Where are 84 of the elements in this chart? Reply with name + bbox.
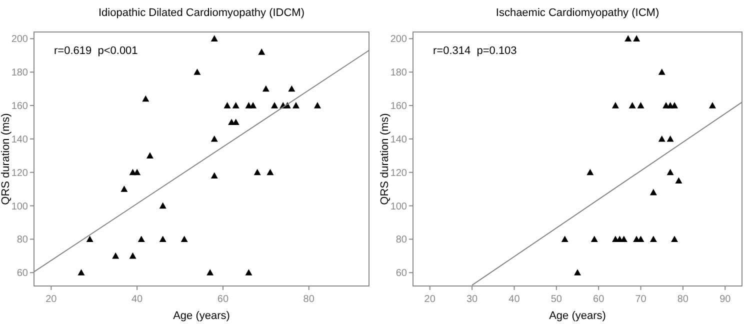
y-tick-label: 140 bbox=[11, 134, 28, 146]
point bbox=[628, 102, 636, 108]
point bbox=[210, 135, 218, 142]
x-tick-label: 60 bbox=[217, 294, 229, 305]
point bbox=[262, 85, 270, 92]
point bbox=[120, 186, 128, 192]
point bbox=[129, 252, 136, 259]
y-axis-title: QRS duration (ms) bbox=[379, 113, 391, 205]
annotation: r=0.619 p<0.001 bbox=[54, 45, 138, 57]
point bbox=[224, 102, 231, 108]
point bbox=[675, 177, 682, 184]
y-tick-label: 100 bbox=[11, 201, 28, 212]
point bbox=[159, 202, 166, 209]
point bbox=[142, 95, 150, 102]
point bbox=[708, 102, 716, 108]
point bbox=[574, 269, 581, 276]
x-tick-label: 60 bbox=[593, 294, 605, 305]
point bbox=[658, 135, 666, 142]
point bbox=[314, 102, 321, 108]
point bbox=[288, 85, 296, 92]
x-tick-label: 20 bbox=[46, 294, 58, 305]
y-tick-label: 120 bbox=[11, 168, 28, 179]
point bbox=[258, 48, 266, 55]
point bbox=[210, 172, 218, 179]
point bbox=[650, 188, 657, 196]
y-tick-label: 160 bbox=[11, 101, 28, 112]
x-tick-label: 30 bbox=[466, 294, 478, 305]
point bbox=[671, 236, 678, 242]
x-tick-label: 50 bbox=[550, 294, 562, 305]
y-axis-title: QRS duration (ms) bbox=[0, 113, 12, 205]
point bbox=[590, 236, 598, 242]
point bbox=[194, 68, 201, 75]
point bbox=[206, 269, 214, 276]
y-tick-label: 160 bbox=[390, 101, 408, 112]
y-tick-label: 100 bbox=[390, 201, 408, 212]
y-tick-label: 200 bbox=[390, 34, 408, 46]
point bbox=[232, 102, 240, 108]
point bbox=[633, 35, 640, 42]
point bbox=[271, 102, 278, 108]
point bbox=[624, 35, 632, 42]
point bbox=[159, 236, 166, 242]
point bbox=[134, 168, 141, 176]
point bbox=[250, 102, 257, 108]
chart-title: Idiopathic Dilated Cardiomyopathy (IDCM) bbox=[98, 7, 305, 19]
x-tick-label: 80 bbox=[677, 294, 689, 305]
x-tick-label: 80 bbox=[303, 294, 315, 305]
point bbox=[146, 152, 154, 158]
point bbox=[561, 236, 568, 242]
y-tick-label: 60 bbox=[396, 268, 408, 280]
y-tick-label: 180 bbox=[390, 68, 408, 79]
y-tick-label: 200 bbox=[11, 34, 28, 46]
y-tick-label: 120 bbox=[390, 168, 408, 179]
point bbox=[292, 102, 300, 108]
point bbox=[612, 102, 619, 108]
x-axis-title: Age (years) bbox=[173, 310, 230, 322]
x-tick-label: 70 bbox=[635, 294, 647, 305]
x-axis-title: Age (years) bbox=[549, 310, 606, 322]
point bbox=[637, 102, 644, 108]
point bbox=[266, 168, 274, 176]
point bbox=[138, 236, 145, 242]
y-tick-label: 180 bbox=[11, 68, 28, 79]
point bbox=[210, 35, 218, 42]
point bbox=[180, 236, 188, 242]
x-tick-label: 40 bbox=[508, 294, 520, 305]
point bbox=[586, 168, 594, 176]
point bbox=[671, 102, 678, 108]
point bbox=[86, 236, 94, 242]
point bbox=[658, 68, 666, 75]
annotation: r=0.314 p=0.103 bbox=[433, 45, 517, 57]
x-tick-label: 20 bbox=[424, 294, 436, 305]
point bbox=[650, 236, 657, 242]
y-tick-label: 140 bbox=[390, 134, 408, 146]
point bbox=[78, 269, 85, 276]
y-tick-label: 80 bbox=[396, 234, 408, 246]
chart-title: Ischaemic Cardiomyopathy (ICM) bbox=[496, 7, 660, 19]
point bbox=[666, 135, 674, 142]
x-tick-label: 40 bbox=[132, 294, 144, 305]
x-tick-label: 90 bbox=[720, 294, 732, 305]
point bbox=[112, 252, 120, 259]
point bbox=[245, 269, 252, 276]
y-tick-label: 80 bbox=[16, 234, 28, 246]
point bbox=[254, 168, 261, 176]
y-tick-label: 60 bbox=[16, 268, 28, 280]
point bbox=[666, 168, 674, 176]
